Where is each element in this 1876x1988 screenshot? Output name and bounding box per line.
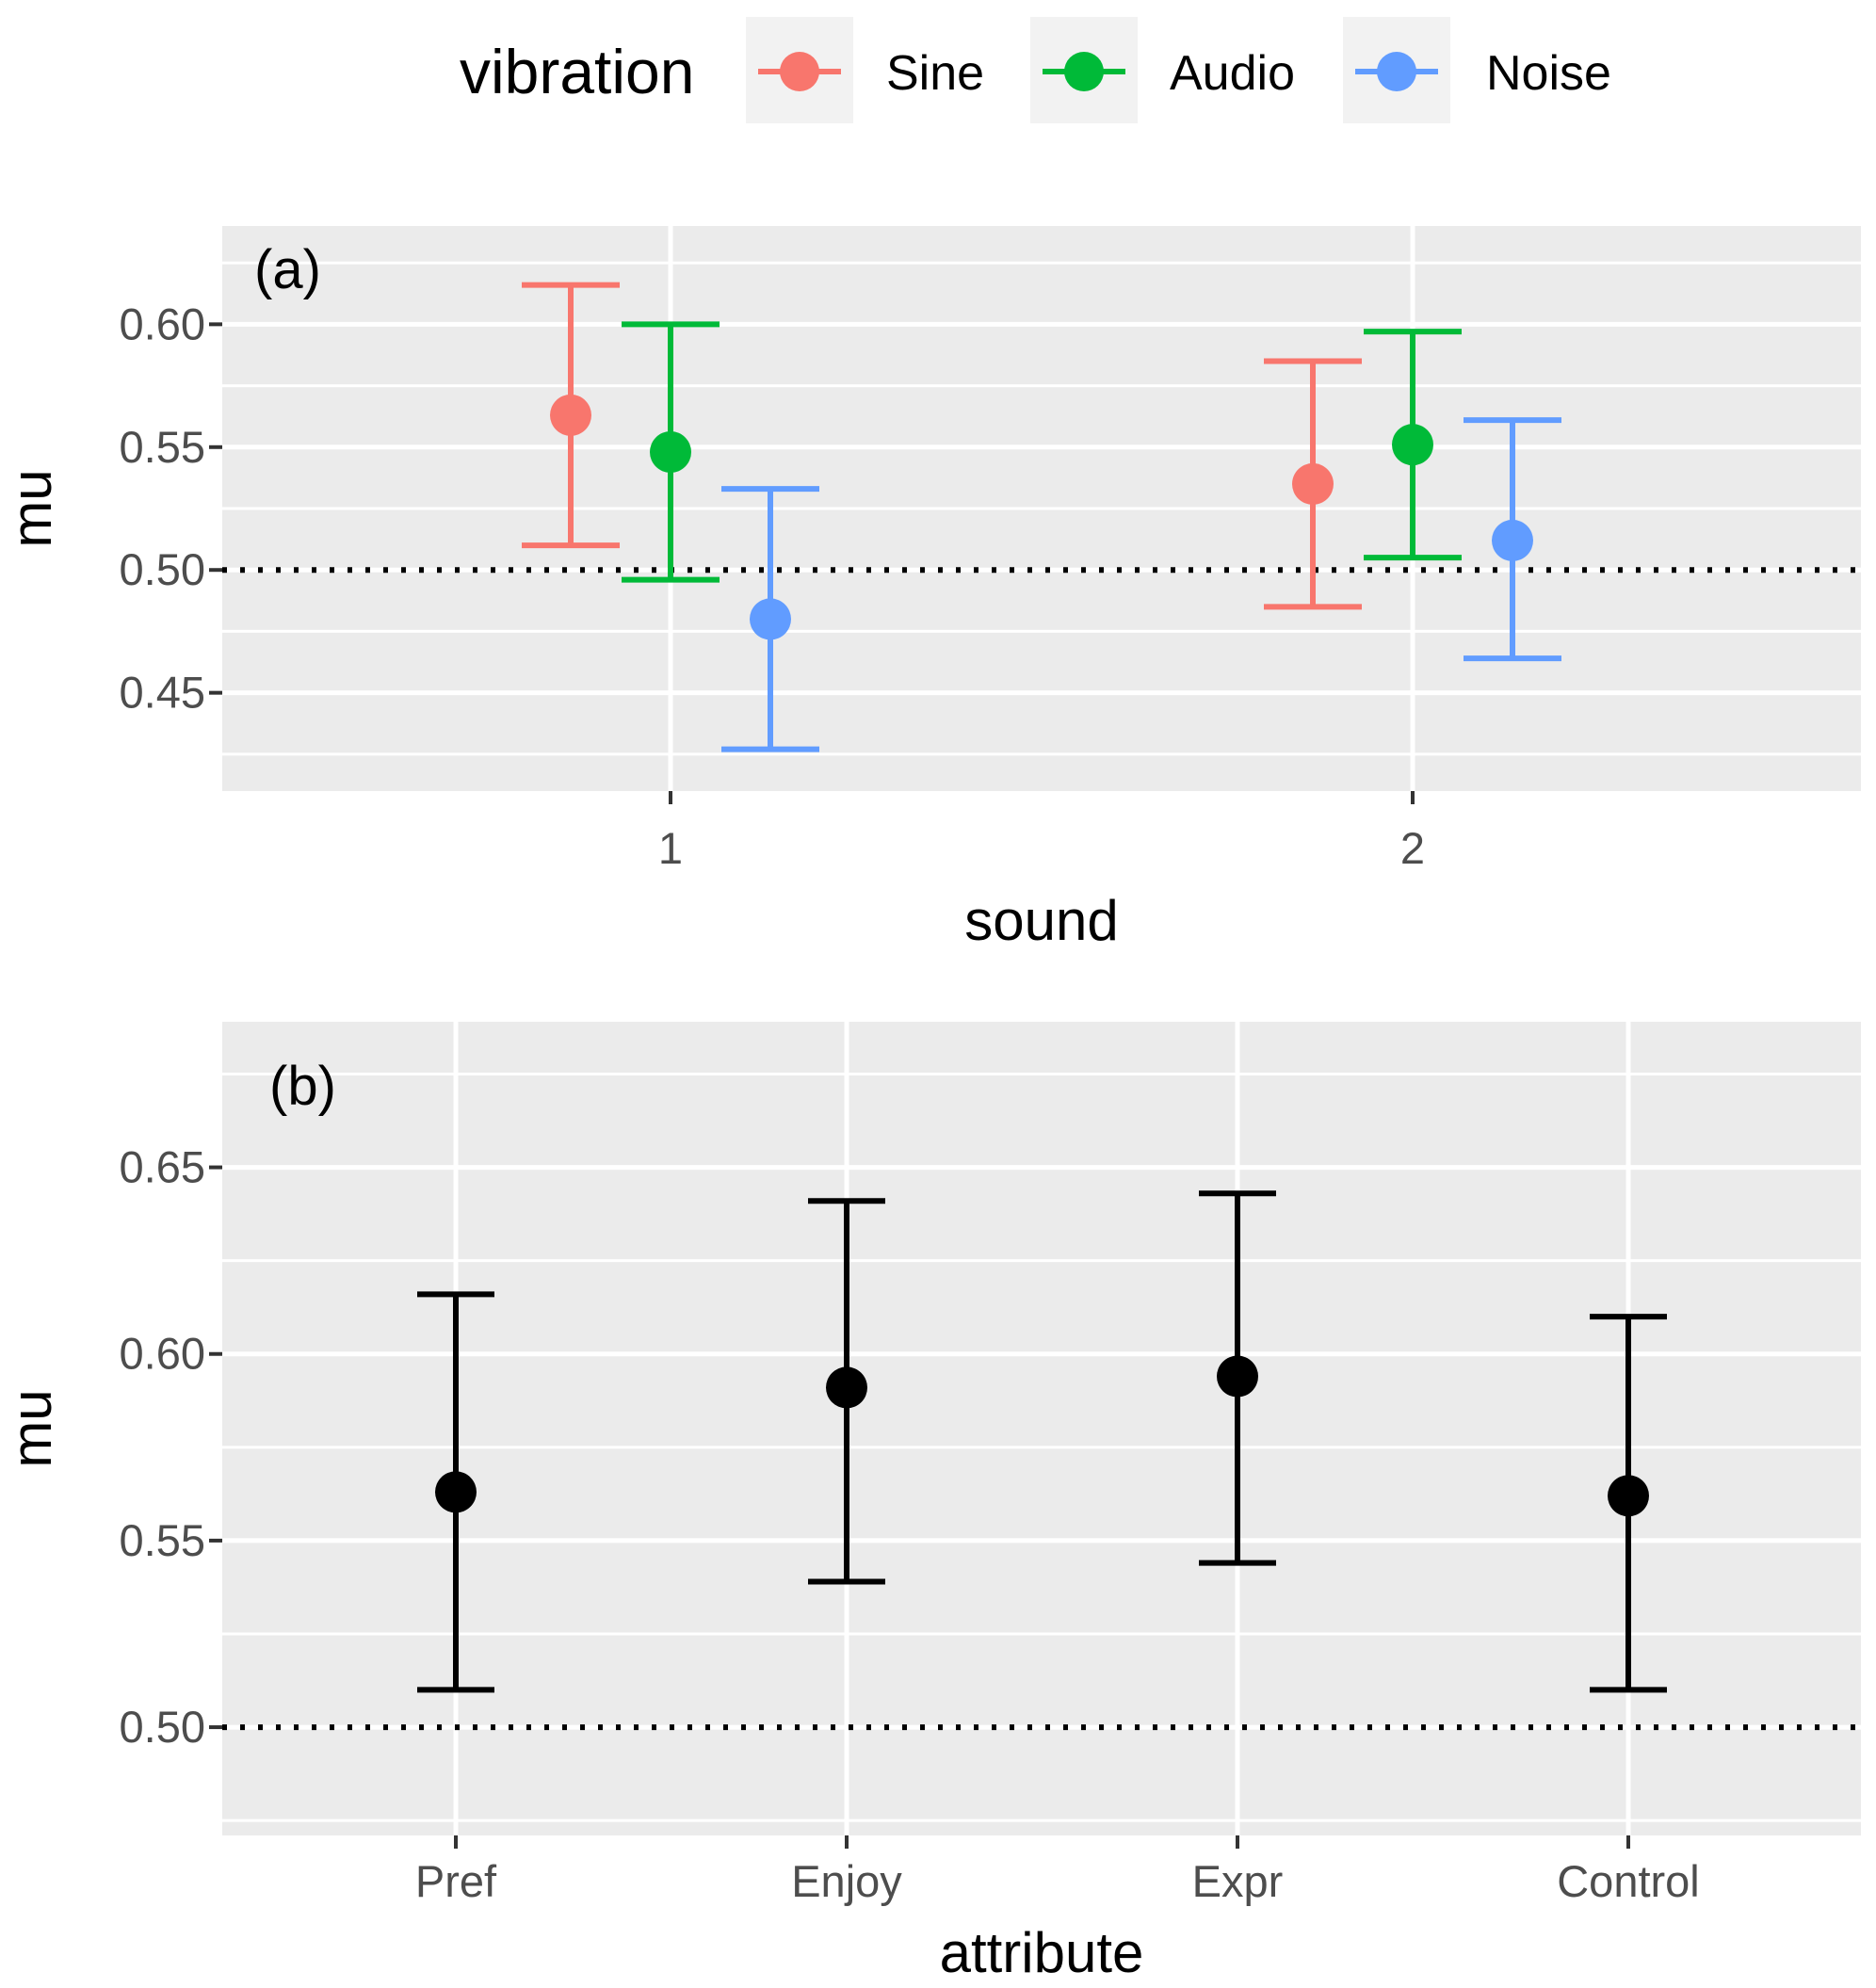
panel-a-x-axis-title: sound — [964, 889, 1118, 952]
panel-a-tag: (a) — [254, 239, 321, 300]
panel-a-errorbar-sine-2 — [1264, 358, 1362, 610]
panel-a-y-axis-title: mu — [0, 469, 63, 547]
legend-label-noise: Noise — [1486, 46, 1611, 101]
panel-b-errorbar-mu-expr — [1199, 1190, 1276, 1566]
panel-b-x-axis-title: attribute — [940, 1921, 1144, 1984]
panel-b: 0.50 0.55 0.60 0.65 Pref Enjoy Expr Control (b… — [0, 1022, 1861, 1984]
panel-b-x-tick-label: Pref — [415, 1856, 497, 1906]
panel-b-errorbar-mu-pref — [417, 1291, 494, 1693]
panel-b-point-mu-pref — [435, 1471, 477, 1513]
legend-key-point-noise — [1377, 52, 1416, 91]
panel-a-errorbar-noise-2 — [1464, 417, 1561, 662]
panel-a-y-tick-label: 0.50 — [120, 544, 205, 594]
legend-label-audio: Audio — [1170, 46, 1295, 101]
panel-a-x-tick-label: 2 — [1400, 823, 1425, 873]
panel-a: 0.45 0.50 0.55 0.60 1 2 (a) sound mu — [0, 226, 1861, 952]
panel-a-errorbar-audio-1 — [622, 321, 720, 583]
panel-a-y-tick-label: 0.45 — [120, 668, 205, 718]
panel-b-tag: (b) — [269, 1056, 336, 1117]
panel-b-x-tick-label: Control — [1557, 1856, 1700, 1906]
panel-b-x-tick-label: Expr — [1192, 1856, 1284, 1906]
legend-key-point-audio — [1064, 52, 1104, 91]
legend-key-point-sine — [780, 52, 819, 91]
panel-a-y-tick-label: 0.55 — [120, 422, 205, 472]
panel-b-x-tick-label: Enjoy — [791, 1856, 902, 1906]
panel-a-point-noise-1 — [750, 598, 791, 640]
panel-a-errorbar-sine-1 — [522, 282, 620, 549]
legend-label-sine: Sine — [886, 46, 984, 101]
legend-title: vibration — [460, 37, 694, 106]
panel-a-point-sine-1 — [550, 394, 591, 436]
panel-b-y-tick-label: 0.60 — [120, 1329, 205, 1379]
legend-entry-noise: Noise — [1343, 17, 1611, 123]
legend-entry-audio: Audio — [1030, 17, 1295, 123]
panel-b-y-axis-title: mu — [0, 1389, 63, 1467]
panel-b-background — [222, 1022, 1861, 1835]
panel-a-point-sine-2 — [1292, 462, 1334, 505]
panel-b-point-mu-control — [1608, 1475, 1649, 1517]
panel-a-point-audio-1 — [650, 431, 691, 473]
panel-a-point-noise-2 — [1492, 519, 1533, 561]
panel-a-errorbar-audio-2 — [1364, 329, 1462, 561]
panel-b-y-tick-label: 0.55 — [120, 1515, 205, 1565]
panel-b-errorbar-mu-control — [1590, 1314, 1667, 1693]
panel-b-errorbar-mu-enjoy — [808, 1198, 885, 1585]
panel-a-point-audio-2 — [1392, 424, 1433, 466]
panel-b-y-tick-label: 0.65 — [120, 1142, 205, 1192]
panel-b-point-mu-enjoy — [826, 1366, 867, 1409]
legend: vibration Sine Audio Noise — [460, 17, 1611, 123]
panel-a-y-tick-label: 0.60 — [120, 299, 205, 348]
panel-a-errorbar-noise-1 — [721, 486, 819, 752]
panel-b-point-mu-expr — [1217, 1355, 1258, 1398]
panel-b-y-tick-label: 0.50 — [120, 1702, 205, 1752]
panel-a-x-tick-label: 1 — [658, 823, 683, 873]
legend-entry-sine: Sine — [746, 17, 984, 123]
